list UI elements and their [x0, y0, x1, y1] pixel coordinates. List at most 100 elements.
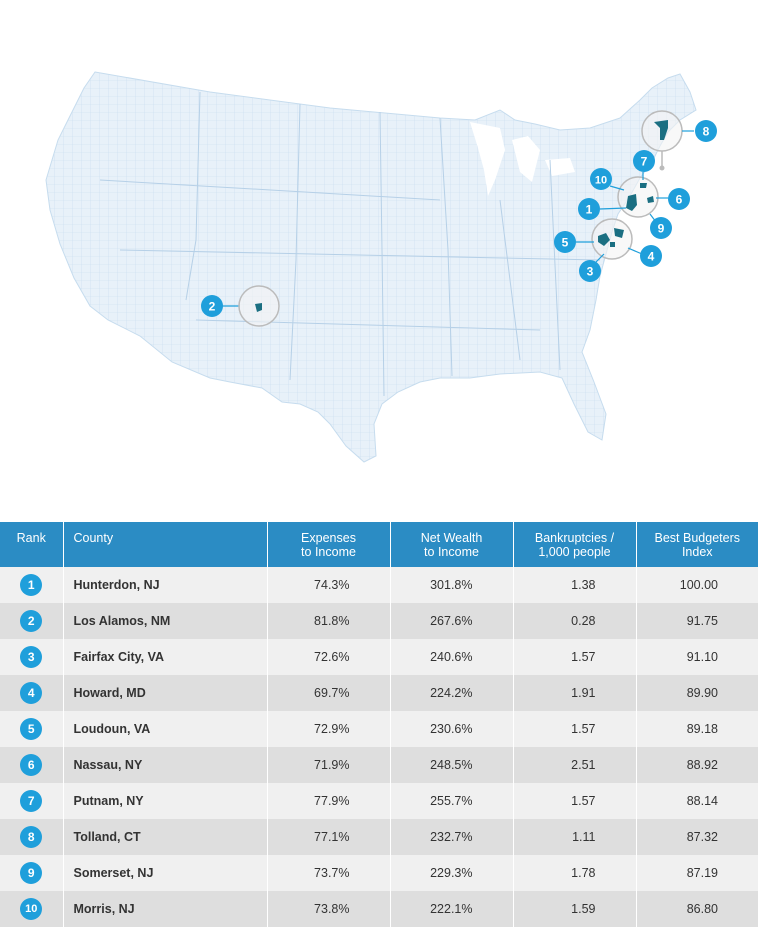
svg-text:1: 1 [586, 203, 593, 217]
rank-cell: 7 [0, 783, 64, 819]
bankruptcies-cell: 1.78 [513, 855, 637, 891]
bankruptcies-cell: 1.38 [513, 567, 637, 603]
net-wealth-cell: 240.6% [390, 639, 514, 675]
net-wealth-cell: 232.7% [390, 819, 514, 855]
county-cell: Los Alamos, NM [63, 603, 268, 639]
table-row: 5 Loudoun, VA 72.9% 230.6% 1.57 89.18 [0, 711, 758, 747]
bankruptcies-cell: 1.91 [513, 675, 637, 711]
marker-3: 3 [579, 260, 601, 282]
county-cell: Hunterdon, NJ [63, 567, 268, 603]
index-cell: 89.90 [636, 675, 758, 711]
rank-badge: 5 [20, 718, 43, 740]
index-cell: 87.32 [636, 819, 758, 855]
table-row: 2 Los Alamos, NM 81.8% 267.6% 0.28 91.75 [0, 603, 758, 639]
highlight-county-fairfax-city [610, 242, 615, 247]
rank-badge: 4 [20, 682, 43, 704]
table-row: 10 Morris, NJ 73.8% 222.1% 1.59 86.80 [0, 891, 758, 927]
bankruptcies-cell: 1.57 [513, 783, 637, 819]
expenses-cell: 72.6% [267, 639, 391, 675]
header-expenses: Expenses to Income [267, 522, 391, 567]
rank-cell: 1 [0, 567, 64, 603]
index-cell: 100.00 [636, 567, 758, 603]
bankruptcies-cell: 1.11 [513, 819, 637, 855]
rank-badge: 3 [20, 646, 43, 668]
rank-cell: 5 [0, 711, 64, 747]
expenses-cell: 71.9% [267, 747, 391, 783]
callout-markers [222, 110, 694, 327]
table-row: 6 Nassau, NY 71.9% 248.5% 2.51 88.92 [0, 747, 758, 783]
rank-badge: 6 [20, 754, 43, 776]
bankruptcies-cell: 0.28 [513, 603, 637, 639]
net-wealth-cell: 267.6% [390, 603, 514, 639]
highlight-county-loudoun [598, 233, 610, 246]
net-wealth-cell: 248.5% [390, 747, 514, 783]
index-cell: 88.14 [636, 783, 758, 819]
highlight-county-putnam [640, 183, 647, 188]
bankruptcies-cell: 1.57 [513, 711, 637, 747]
marker-6: 6 [668, 188, 690, 210]
index-cell: 91.10 [636, 639, 758, 675]
expenses-cell: 72.9% [267, 711, 391, 747]
marker-2: 2 [201, 295, 223, 317]
highlight-county-los-alamos [255, 303, 262, 312]
table-row: 9 Somerset, NJ 73.7% 229.3% 1.78 87.19 [0, 855, 758, 891]
index-cell: 87.19 [636, 855, 758, 891]
rank-cell: 2 [0, 603, 64, 639]
best-budgeters-table: Rank County Expenses to Income Net Wealth… [0, 522, 758, 927]
rank-cell: 4 [0, 675, 64, 711]
bankruptcies-cell: 2.51 [513, 747, 637, 783]
county-cell: Putnam, NY [63, 783, 268, 819]
expenses-cell: 74.3% [267, 567, 391, 603]
marker-5: 5 [554, 231, 576, 253]
net-wealth-cell: 222.1% [390, 891, 514, 927]
rank-badge: 10 [20, 898, 43, 920]
index-cell: 91.75 [636, 603, 758, 639]
table-row: 3 Fairfax City, VA 72.6% 240.6% 1.57 91.10 [0, 639, 758, 675]
net-wealth-cell: 301.8% [390, 567, 514, 603]
svg-text:2: 2 [209, 300, 216, 314]
rank-badge: 8 [20, 826, 43, 848]
net-wealth-cell: 255.7% [390, 783, 514, 819]
rank-badge: 9 [20, 862, 43, 884]
highlight-county-howard [614, 228, 624, 238]
table-row: 8 Tolland, CT 77.1% 232.7% 1.11 87.32 [0, 819, 758, 855]
county-cell: Fairfax City, VA [63, 639, 268, 675]
rank-badge: 2 [20, 610, 43, 632]
header-net-wealth: Net Wealth to Income [390, 522, 514, 567]
county-cell: Howard, MD [63, 675, 268, 711]
header-rank: Rank [0, 522, 64, 567]
county-cell: Nassau, NY [63, 747, 268, 783]
table-header-row: Rank County Expenses to Income Net Wealth… [0, 522, 758, 567]
header-index: Best Budgeters Index [636, 522, 758, 567]
expenses-cell: 81.8% [267, 603, 391, 639]
bankruptcies-cell: 1.57 [513, 639, 637, 675]
marker-7: 7 [633, 150, 655, 172]
expenses-cell: 69.7% [267, 675, 391, 711]
svg-text:4: 4 [648, 250, 655, 264]
marker-4: 4 [640, 245, 662, 267]
rank-cell: 9 [0, 855, 64, 891]
map-svg: 1 2 3 4 5 6 7 8 9 10 [45, 71, 717, 463]
expenses-cell: 77.1% [267, 819, 391, 855]
county-cell: Morris, NJ [63, 891, 268, 927]
table-body: 1 Hunterdon, NJ 74.3% 301.8% 1.38 100.00 2 Los … [0, 567, 758, 927]
us-county-map: 1 2 3 4 5 6 7 8 9 10 [45, 71, 717, 463]
marker-1: 1 [578, 198, 600, 220]
svg-text:3: 3 [587, 265, 594, 279]
svg-text:7: 7 [641, 155, 648, 169]
marker-10: 10 [590, 168, 612, 190]
county-cell: Somerset, NJ [63, 855, 268, 891]
index-cell: 86.80 [636, 891, 758, 927]
header-bankruptcies: Bankruptcies /1,000 people [513, 522, 637, 567]
table-row: 4 Howard, MD 69.7% 224.2% 1.91 89.90 [0, 675, 758, 711]
highlight-county-morris-somerset-hunterdon [626, 194, 637, 211]
highlight-county-tolland [654, 120, 668, 140]
callout-circle-va-md [591, 218, 633, 260]
svg-text:10: 10 [595, 175, 607, 187]
marker-9: 9 [650, 217, 672, 239]
net-wealth-cell: 229.3% [390, 855, 514, 891]
county-cell: Tolland, CT [63, 819, 268, 855]
net-wealth-cell: 230.6% [390, 711, 514, 747]
index-cell: 88.92 [636, 747, 758, 783]
svg-text:5: 5 [562, 236, 569, 250]
